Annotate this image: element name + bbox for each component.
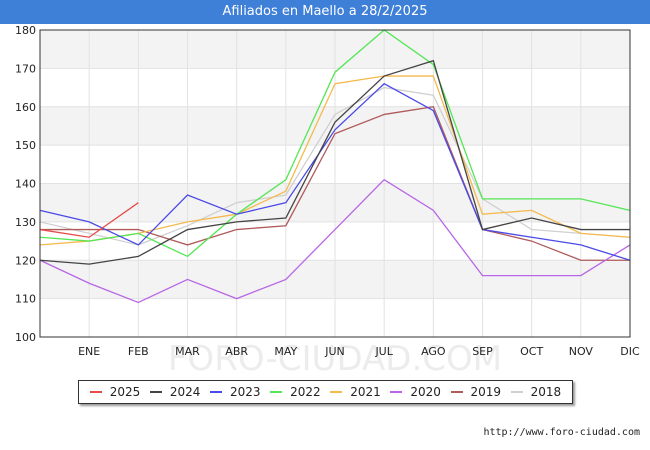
y-tick-label: 180 xyxy=(15,24,36,37)
grid-lines xyxy=(40,29,630,338)
x-tick-label: DIC xyxy=(620,345,640,358)
legend-label: 2020 xyxy=(410,385,441,399)
y-tick-label: 150 xyxy=(15,139,36,152)
watermark: FORO-CIUDAD.COM xyxy=(168,339,502,379)
x-tick-label: ENE xyxy=(78,345,100,358)
series-line-2023 xyxy=(39,82,631,261)
y-tick-label: 110 xyxy=(15,293,36,306)
legend-item-2023: 2023 xyxy=(210,385,261,399)
legend-swatch xyxy=(89,391,102,393)
series-line-2022 xyxy=(39,29,631,258)
series-line-2019 xyxy=(40,106,630,261)
series-lines xyxy=(39,29,631,304)
x-axis-labels: ENE FEB MAR ABR MAY JUN JUL AGO SEP OCT NOV DIC xyxy=(78,345,640,358)
legend-label: 2024 xyxy=(169,385,201,399)
legend: 2025 2024 2023 2022 2021 2020 2019 2018 xyxy=(78,380,573,404)
legend-swatch xyxy=(450,391,463,393)
legend-label: 2018 xyxy=(530,385,562,399)
legend-label: 2022 xyxy=(290,385,321,399)
series-line-2025 xyxy=(39,202,139,238)
legend-item-2025: 2025 xyxy=(89,385,141,399)
legend-item-2024: 2024 xyxy=(149,385,201,399)
legend-item-2022: 2022 xyxy=(270,385,321,399)
chart-title: Afiliados en Maello a 28/2/2025 xyxy=(0,0,650,24)
y-tick-label: 100 xyxy=(15,331,36,344)
legend-item-2019: 2019 xyxy=(450,385,502,399)
x-tick-label: SEP xyxy=(472,345,493,358)
legend-item-2020: 2020 xyxy=(390,385,441,399)
x-tick-label: AGO xyxy=(421,345,446,358)
y-tick-label: 120 xyxy=(15,254,36,267)
y-tick-label: 140 xyxy=(15,178,36,191)
x-tick-label: MAR xyxy=(175,345,200,358)
x-tick-label: JUN xyxy=(324,345,345,358)
legend-swatch xyxy=(270,391,283,393)
x-tick-label: ABR xyxy=(225,345,248,358)
legend-swatch xyxy=(390,391,403,393)
legend-swatch xyxy=(330,391,343,393)
legend-swatch xyxy=(510,391,523,393)
legend-swatch xyxy=(210,391,223,393)
legend-swatch xyxy=(149,391,162,393)
y-tick-label: 130 xyxy=(15,216,36,229)
x-tick-label: NOV xyxy=(569,345,594,358)
legend-item-2021: 2021 xyxy=(330,385,381,399)
legend-item-2018: 2018 xyxy=(510,385,562,399)
x-tick-label: JUL xyxy=(374,345,393,358)
x-tick-label: MAY xyxy=(274,345,297,358)
legend-label: 2025 xyxy=(109,385,141,399)
x-tick-label: FEB xyxy=(128,345,149,358)
plot-frame xyxy=(39,29,631,338)
x-tick-label: OCT xyxy=(520,345,543,358)
y-tick-label: 170 xyxy=(15,62,36,75)
legend-label: 2021 xyxy=(350,385,381,399)
legend-label: 2019 xyxy=(470,385,502,399)
legend-label: 2023 xyxy=(230,385,261,399)
y-tick-label: 160 xyxy=(15,101,36,114)
y-axis-labels: 100 110 120 130 140 150 160 170 180 xyxy=(15,24,36,344)
source-url: http://www.foro-ciudad.com xyxy=(483,427,640,438)
series-line-2024 xyxy=(39,59,630,265)
series-line-2020 xyxy=(39,178,631,304)
